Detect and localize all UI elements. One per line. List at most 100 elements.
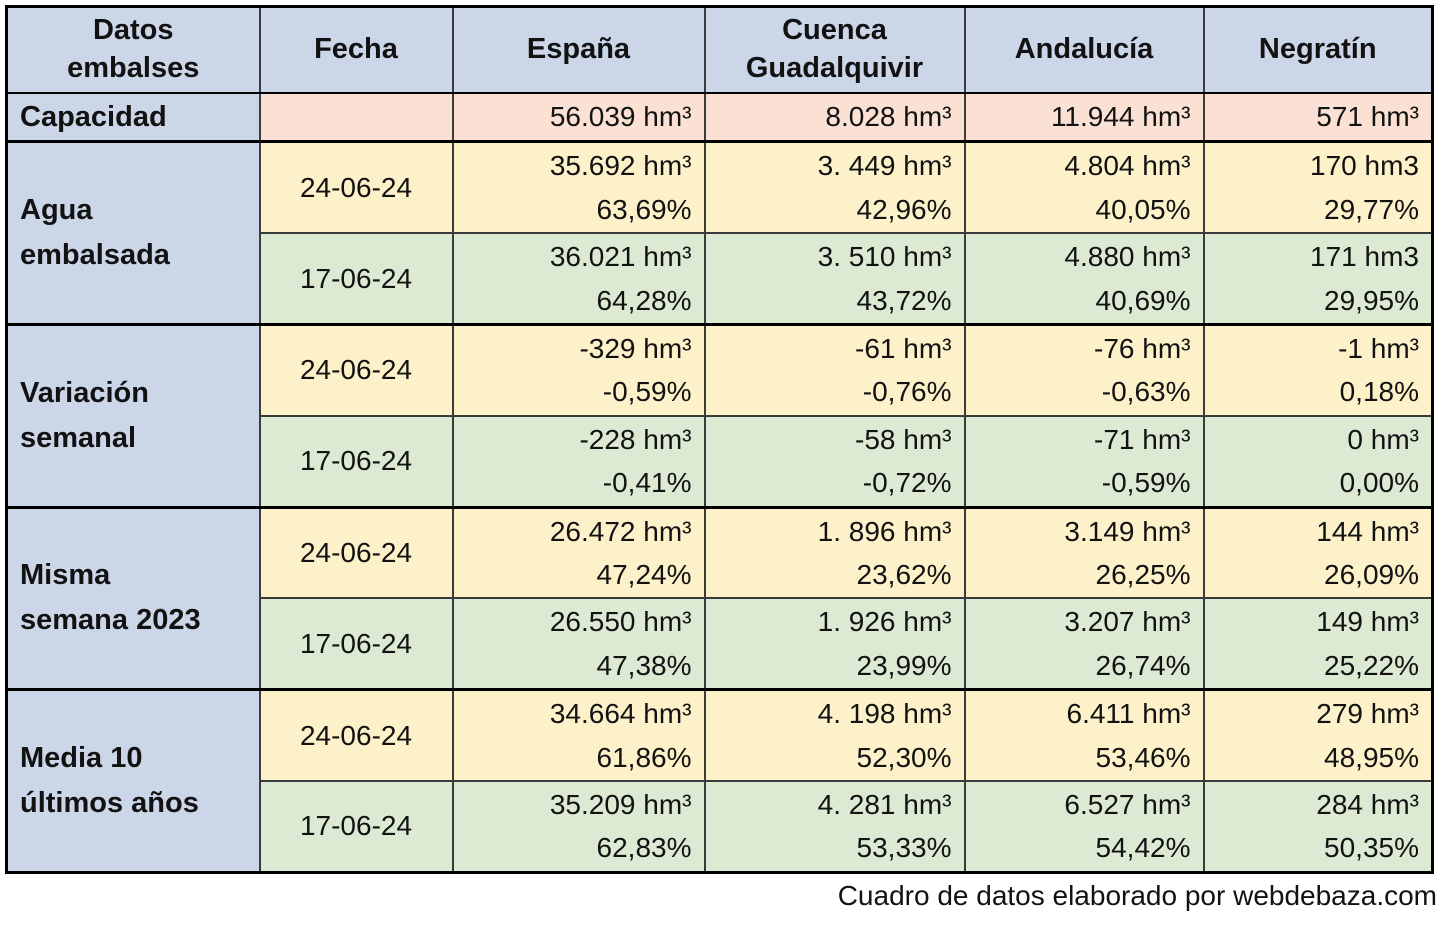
percent-value: -0,41% — [602, 467, 692, 499]
volume-value: 26.550 hm³ — [549, 606, 692, 638]
percent-value: 63,69% — [596, 193, 692, 225]
volume-value: -76 hm³ — [1094, 333, 1191, 364]
volume-value: 171 hm3 — [1310, 241, 1419, 273]
capacity-row: Capacidad 56.039 hm³ 8.028 hm³ 11.944 hm… — [5, 91, 1434, 144]
volume-value: 149 hm³ — [1316, 606, 1419, 638]
data-cell-cuenca: 3. 449 hm³ 42,96% — [703, 140, 966, 235]
data-cell-cuenca: -58 hm³ -0,72% — [703, 414, 966, 509]
volume-value: 170 hm3 — [1310, 150, 1419, 182]
fecha-cell: 24-06-24 — [258, 688, 454, 782]
data-cell-negratin: 149 hm³ 25,22% — [1202, 597, 1434, 691]
data-cell-espana: 34.664 hm³ 61,86% — [451, 688, 706, 782]
percent-value: 23,62% — [856, 558, 952, 590]
reservoir-data-table: Datos embalses Fecha España Cuenca Guada… — [5, 5, 1434, 874]
percent-value: -0,63% — [1101, 376, 1191, 408]
group-label-agua-embalsada: Agua embalsada — [5, 140, 261, 326]
percent-value: 53,46% — [1095, 741, 1191, 773]
data-cell-andalucia: -76 hm³ -0,63% — [963, 322, 1205, 417]
volume-value: 4. 198 hm³ — [817, 698, 952, 730]
header-fecha: Fecha — [258, 5, 454, 94]
group-label-misma-semana-2023: Misma semana 2023 — [5, 505, 261, 691]
data-cell-andalucia: 4.880 hm³ 40,69% — [963, 232, 1205, 326]
table-row: 17-06-24 -228 hm³ -0,41% -58 hm³ -0,72% -7… — [7, 414, 1434, 509]
fecha-cell: 17-06-24 — [258, 232, 454, 326]
volume-value: -329 hm³ — [579, 333, 692, 364]
volume-value: 1. 896 hm³ — [817, 515, 952, 547]
volume-value: 3.207 hm³ — [1064, 606, 1191, 638]
percent-value: 64,28% — [596, 284, 692, 316]
volume-value: 0 hm³ — [1347, 423, 1419, 455]
percent-value: 61,86% — [596, 741, 692, 773]
volume-value: 279 hm³ — [1316, 698, 1419, 730]
data-cell-andalucia: 6.527 hm³ 54,42% — [963, 779, 1205, 874]
percent-value: 23,99% — [856, 649, 952, 681]
capacity-fecha-cell — [258, 91, 454, 144]
percent-value: 0,00% — [1339, 467, 1419, 499]
percent-value: -0,59% — [1101, 467, 1191, 499]
data-cell-negratin: 171 hm3 29,95% — [1202, 232, 1434, 326]
table-row: Media 10 últimos años 24-06-24 34.664 hm… — [5, 688, 1434, 874]
percent-value: 43,72% — [856, 284, 952, 316]
capacity-label: Capacidad — [5, 91, 261, 144]
volume-value: 34.664 hm³ — [549, 698, 692, 730]
fecha-cell: 24-06-24 — [258, 140, 454, 235]
data-cell-espana: 26.550 hm³ 47,38% — [451, 597, 706, 691]
data-cell-negratin: 0 hm³ 0,00% — [1202, 414, 1434, 509]
percent-value: 29,95% — [1324, 284, 1419, 316]
data-cell-negratin: 284 hm³ 50,35% — [1202, 779, 1434, 874]
fecha-cell: 17-06-24 — [258, 597, 454, 691]
data-cell-cuenca: 4. 198 hm³ 52,30% — [703, 688, 966, 782]
percent-value: -0,59% — [602, 376, 692, 408]
data-cell-espana: 36.021 hm³ 64,28% — [451, 232, 706, 326]
volume-value: 3.149 hm³ — [1064, 515, 1191, 547]
group-label-variacion-semanal: Variación semanal — [5, 323, 261, 509]
percent-value: 47,38% — [596, 649, 692, 681]
volume-value: 1. 926 hm³ — [817, 606, 952, 638]
percent-value: -0,72% — [862, 467, 952, 499]
table-row: Agua embalsada 24-06-24 35.692 hm³ 63,69%… — [5, 140, 1434, 326]
volume-value: 4.804 hm³ — [1064, 150, 1191, 182]
data-cell-espana: 35.692 hm³ 63,69% — [451, 140, 706, 235]
data-cell-negratin: -1 hm³ 0,18% — [1202, 322, 1434, 417]
percent-value: 62,83% — [596, 832, 692, 864]
table-row: 17-06-24 36.021 hm³ 64,28% 3. 510 hm³ 43,7… — [7, 232, 1434, 326]
percent-value: 26,09% — [1324, 558, 1419, 590]
percent-value: 50,35% — [1324, 832, 1419, 864]
header-cuenca-guadalquivir: Cuenca Guadalquivir — [703, 5, 966, 94]
volume-value: -71 hm³ — [1094, 423, 1191, 455]
percent-value: 53,33% — [856, 832, 952, 864]
fecha-cell: 24-06-24 — [258, 505, 454, 600]
volume-value: 144 hm³ — [1316, 515, 1419, 547]
data-cell-cuenca: 4. 281 hm³ 53,33% — [703, 779, 966, 874]
percent-value: 54,42% — [1095, 832, 1191, 864]
percent-value: 48,95% — [1324, 741, 1419, 773]
fecha-cell: 24-06-24 — [258, 322, 454, 417]
header-row: Datos embalses Fecha España Cuenca Guada… — [5, 5, 1434, 94]
credit-text: Cuadro de datos elaborado por webdebaza.… — [837, 879, 1437, 911]
volume-value: 35.692 hm³ — [549, 150, 692, 182]
volume-value: 4. 281 hm³ — [817, 788, 952, 820]
volume-value: 26.472 hm³ — [549, 515, 692, 547]
volume-value: -228 hm³ — [579, 423, 692, 455]
data-cell-andalucia: 4.804 hm³ 40,05% — [963, 140, 1205, 235]
volume-value: -58 hm³ — [855, 423, 952, 455]
volume-value: 36.021 hm³ — [549, 241, 692, 273]
volume-value: 6.411 hm³ — [1066, 698, 1191, 730]
capacity-andalucia: 11.944 hm³ — [963, 91, 1205, 144]
data-cell-espana: -329 hm³ -0,59% — [451, 322, 706, 417]
data-cell-negratin: 144 hm³ 26,09% — [1202, 505, 1434, 600]
percent-value: 40,05% — [1095, 193, 1191, 225]
data-cell-espana: 26.472 hm³ 47,24% — [451, 505, 706, 600]
percent-value: 42,96% — [856, 193, 952, 225]
percent-value: 25,22% — [1324, 649, 1419, 681]
table-row: Misma semana 2023 24-06-24 26.472 hm³ 47,… — [5, 505, 1434, 691]
volume-value: 35.209 hm³ — [549, 788, 692, 820]
fecha-cell: 17-06-24 — [258, 779, 454, 874]
percent-value: 52,30% — [856, 741, 952, 773]
header-datos-embalses: Datos embalses — [5, 5, 261, 94]
data-cell-cuenca: 3. 510 hm³ 43,72% — [703, 232, 966, 326]
volume-value: 3. 449 hm³ — [817, 150, 952, 182]
capacity-espana: 56.039 hm³ — [451, 91, 706, 144]
data-cell-cuenca: -61 hm³ -0,76% — [703, 322, 966, 417]
data-cell-espana: 35.209 hm³ 62,83% — [451, 779, 706, 874]
